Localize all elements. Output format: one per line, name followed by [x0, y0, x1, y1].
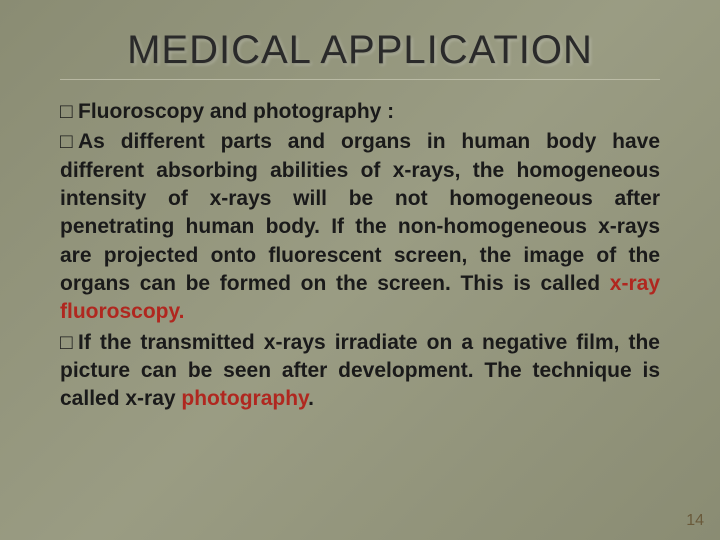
bullet-3: □If the transmitted x-rays irradiate on … — [60, 329, 660, 414]
bullet-2-rest: different parts and organs in human body… — [60, 130, 660, 295]
slide: MEDICAL APPLICATION □Fluoroscopy and pho… — [0, 0, 720, 540]
bullet-3-lead: If — [78, 331, 91, 354]
bullet-1-lead: Fluoroscopy — [78, 100, 204, 123]
bullet-marker-icon: □ — [60, 329, 78, 357]
page-number: 14 — [686, 512, 704, 530]
bullet-3-highlight: photography — [181, 387, 308, 410]
bullet-1: □Fluoroscopy and photography : — [60, 98, 660, 126]
bullet-3-rest: the transmitted x-rays irradiate on a ne… — [60, 331, 660, 411]
bullet-3-after: . — [308, 387, 314, 410]
bullet-2: □As different parts and organs in human … — [60, 128, 660, 326]
bullet-2-lead: As — [78, 130, 105, 153]
slide-title: MEDICAL APPLICATION — [60, 28, 660, 73]
bullet-marker-icon: □ — [60, 128, 78, 156]
title-underline — [60, 79, 660, 80]
bullet-1-rest: and photography : — [204, 100, 394, 123]
bullet-marker-icon: □ — [60, 98, 78, 126]
